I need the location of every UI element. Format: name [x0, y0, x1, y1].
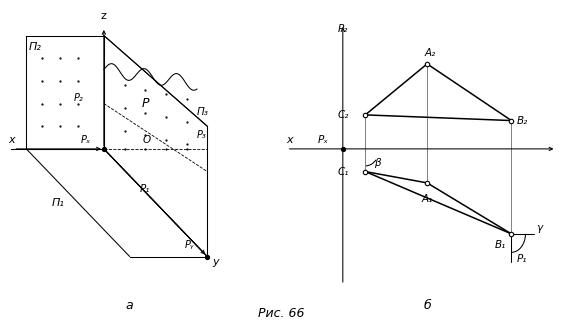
- Text: B₁: B₁: [495, 240, 506, 250]
- Text: а: а: [125, 299, 133, 312]
- Text: P₁: P₁: [517, 254, 527, 264]
- Text: б: б: [423, 299, 431, 312]
- Text: β: β: [374, 158, 380, 168]
- Text: O: O: [143, 135, 151, 146]
- Text: γ: γ: [537, 223, 543, 233]
- Text: C₁: C₁: [337, 166, 348, 176]
- Text: Π₁: Π₁: [52, 198, 65, 208]
- Text: Рис. 66: Рис. 66: [258, 308, 304, 320]
- Text: P₂: P₂: [338, 24, 348, 34]
- Text: Pₓ: Pₓ: [318, 135, 329, 146]
- Text: x: x: [287, 135, 293, 146]
- Text: P: P: [142, 97, 149, 110]
- Text: A₁: A₁: [422, 194, 433, 204]
- Text: Π₂: Π₂: [29, 42, 42, 52]
- Text: A₂: A₂: [424, 48, 436, 58]
- Text: P₁: P₁: [140, 184, 151, 194]
- Text: C₂: C₂: [337, 110, 348, 120]
- Text: x: x: [8, 135, 15, 146]
- Text: Pₓ: Pₓ: [81, 135, 91, 146]
- Text: P₃: P₃: [197, 130, 207, 140]
- Text: P₂: P₂: [74, 93, 83, 103]
- Text: Pᵧ: Pᵧ: [185, 240, 194, 250]
- Text: z: z: [101, 11, 107, 21]
- Text: Π₃: Π₃: [197, 107, 209, 117]
- Text: y: y: [212, 257, 219, 267]
- Text: B₂: B₂: [517, 116, 528, 126]
